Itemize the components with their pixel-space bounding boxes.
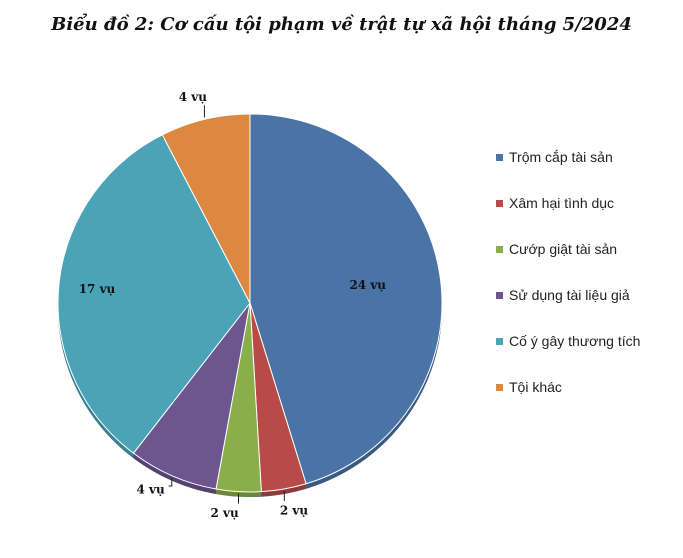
pie-slice-4[interactable] [57,134,251,454]
legend-item-0[interactable]: Trộm cắp tài sản [496,134,640,180]
legend-swatch-0 [496,153,503,161]
legend-swatch-1 [496,199,503,207]
legend-item-2[interactable]: Cướp giật tài sản [496,226,640,272]
data-label-0: 24 vụ [349,278,386,292]
legend-swatch-3 [496,291,503,299]
chart-legend: Trộm cắp tài sản Xâm hại tình dục Cướp giậ… [496,134,640,410]
leader-line-3 [168,477,173,487]
legend-label-2: Cướp giật tài sản [509,241,618,257]
legend-label-5: Tội khác [509,379,562,395]
pie-slice-5[interactable] [161,113,251,304]
chart-title: Biểu đồ 2: Cơ cấu tội phạm về trật tự xã… [51,14,632,35]
legend-swatch-4 [496,337,503,345]
data-label-5: 4 vụ [179,90,208,104]
data-label-2: 2 vụ [211,506,240,520]
legend-item-5[interactable]: Tội khác [496,364,640,410]
legend-swatch-2 [496,245,503,253]
legend-label-0: Trộm cắp tài sản [509,149,613,165]
legend-label-4: Cố ý gây thương tích [509,333,641,349]
pie-slice-side-3 [133,453,217,495]
data-label-3: 4 vụ [136,482,165,496]
legend-item-3[interactable]: Sử dụng tài liệu giả [496,272,640,318]
pie-slice-0[interactable] [249,113,443,485]
legend-label-3: Sử dụng tài liệu giả [509,287,630,303]
legend-swatch-5 [496,383,503,391]
data-label-1: 2 vụ [280,504,309,518]
legend-item-4[interactable]: Cố ý gây thương tích [496,318,640,364]
data-label-4: 17 vụ [79,282,116,296]
legend-item-1[interactable]: Xâm hại tình dục [496,180,640,226]
legend-label-1: Xâm hại tình dục [509,195,615,211]
